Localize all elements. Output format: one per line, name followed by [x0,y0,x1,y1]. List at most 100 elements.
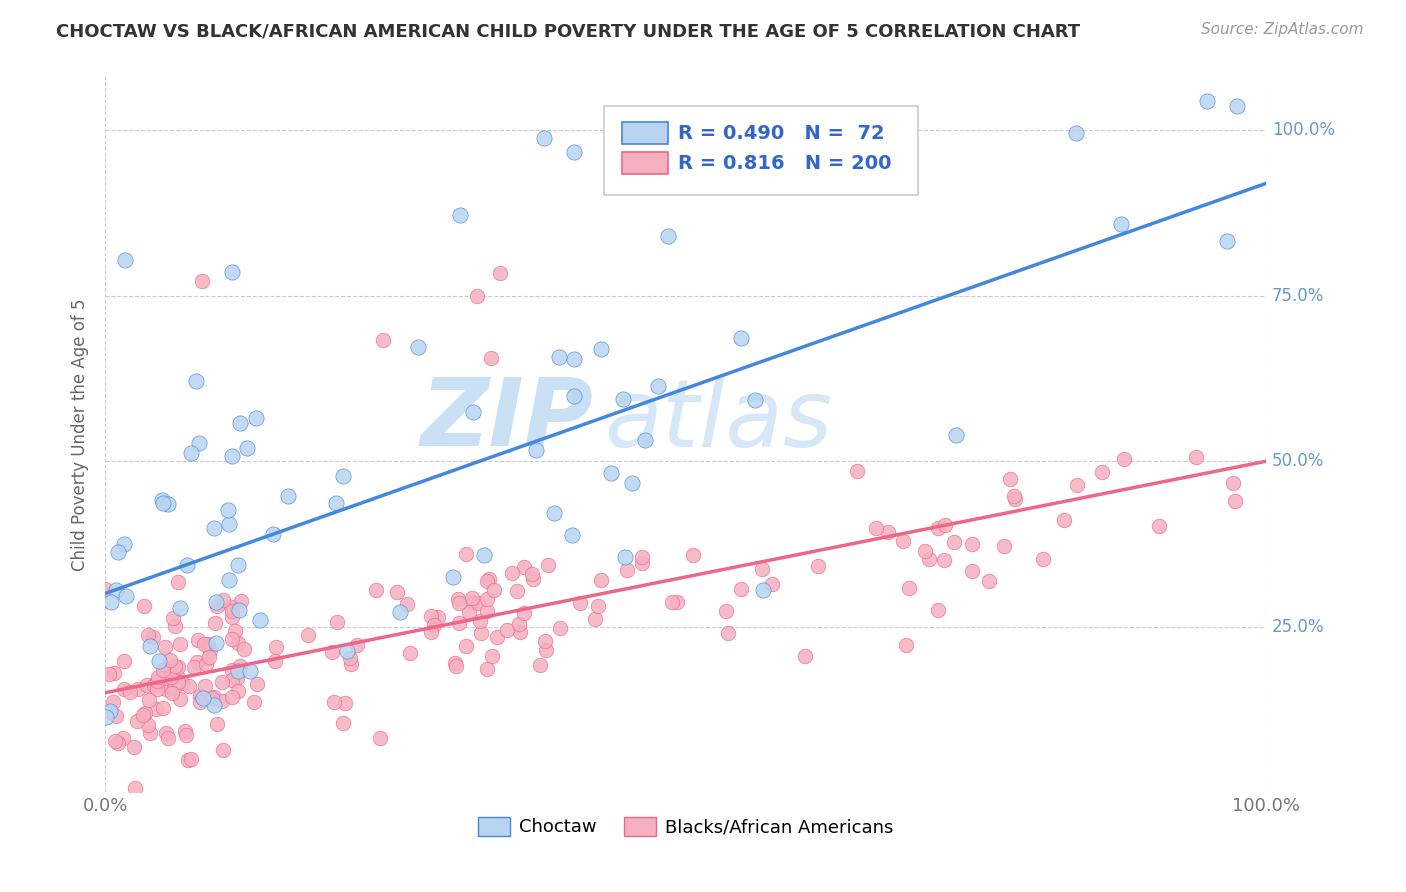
Point [1226,99,1249,113]
Point [420,609,443,624]
Point [190,689,212,703]
Point [509,625,531,640]
Point [167,575,190,590]
Point [449,615,471,630]
Point [489,267,512,281]
Point [211,694,233,708]
Text: R = 0.490   N =  72: R = 0.490 N = 72 [678,124,884,143]
Point [162,611,184,625]
Point [335,696,357,710]
Point [221,449,243,463]
Point [152,663,174,677]
Point [243,695,266,709]
Text: 25.0%: 25.0% [1272,617,1324,636]
Point [96,710,118,724]
Text: 100.0%: 100.0% [1272,121,1336,139]
Point [562,145,585,160]
Point [166,669,188,683]
Point [529,657,551,672]
Point [221,609,243,624]
Text: Source: ZipAtlas.com: Source: ZipAtlas.com [1201,22,1364,37]
Point [174,728,197,742]
Point [1223,493,1246,508]
Point [245,410,267,425]
Point [187,436,209,450]
Point [461,405,484,419]
Point [145,702,167,716]
Point [221,604,243,618]
Point [794,648,817,663]
Point [104,734,127,748]
Point [120,685,142,699]
Point [153,640,176,654]
Point [1053,513,1076,527]
Point [1091,465,1114,479]
Point [960,564,983,578]
Point [211,674,233,689]
Point [187,633,209,648]
Point [169,600,191,615]
Point [146,673,169,688]
Point [927,603,949,617]
Point [475,662,498,676]
Point [918,551,941,566]
Point [122,739,145,754]
Point [115,589,138,603]
Point [513,606,536,620]
Point [103,665,125,680]
Point [845,464,868,478]
Point [202,521,225,535]
Point [470,626,492,640]
Text: ZIP: ZIP [420,375,593,467]
Point [339,651,361,665]
Point [364,582,387,597]
Point [934,518,956,533]
Point [217,502,239,516]
Point [876,525,898,540]
Point [136,718,159,732]
Point [1216,235,1239,249]
Point [221,265,243,279]
Point [479,351,502,365]
Point [188,695,211,709]
Point [163,659,186,673]
Point [461,594,484,608]
Point [205,599,228,613]
Point [228,659,250,673]
Point [661,595,683,609]
Point [191,690,214,705]
Point [231,593,253,607]
Point [212,593,235,607]
Point [474,548,496,562]
Point [454,547,477,561]
Bar [621,122,668,144]
Point [157,731,180,746]
Point [205,635,228,649]
Point [657,229,679,244]
Point [998,472,1021,486]
Point [262,527,284,541]
Point [204,615,226,630]
Point [321,645,343,659]
Point [148,670,170,684]
Point [201,691,224,706]
Point [232,642,254,657]
Point [647,379,669,393]
Point [219,600,242,615]
Point [246,677,269,691]
Point [218,574,240,588]
Point [326,615,349,629]
Point [131,708,153,723]
Point [336,644,359,658]
Point [1004,492,1026,507]
Point [202,690,225,705]
Point [744,392,766,407]
Point [927,521,949,535]
Point [520,567,543,582]
Point [631,556,654,570]
Point [180,752,202,766]
Point [475,574,498,589]
Point [226,558,249,572]
Point [186,656,208,670]
Point [461,591,484,606]
